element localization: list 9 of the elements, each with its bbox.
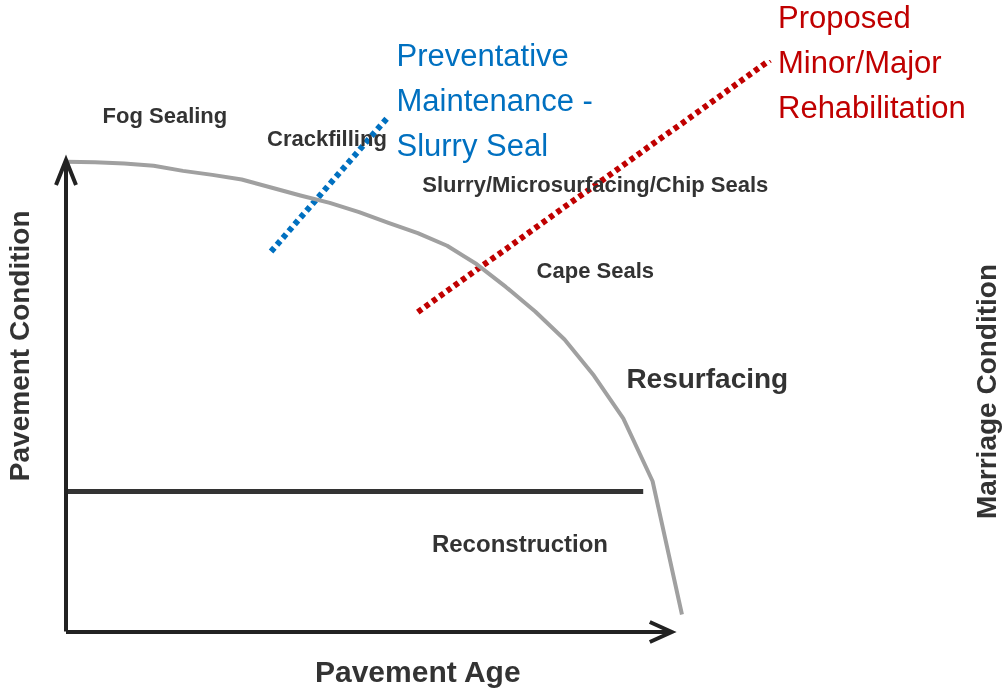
text: Marriage Condition	[971, 263, 1003, 520]
x-axis-title: Pavement Age	[314, 655, 521, 689]
series-label: Preventative Maintenance - Slurry Seal	[396, 37, 593, 163]
annotation: Fog Sealing	[102, 103, 228, 129]
annotation: Cape Seals	[536, 257, 655, 283]
annotation: Reconstruction	[431, 530, 608, 558]
annotation: Resurfacing	[626, 362, 789, 394]
series-label: Proposed Minor/Major Rehabilitation	[778, 0, 966, 126]
y-axis-title: Pavement Condition	[3, 210, 35, 482]
